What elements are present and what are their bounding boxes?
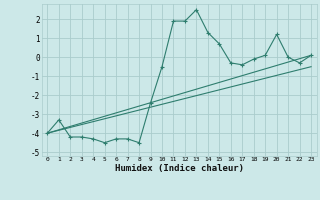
X-axis label: Humidex (Indice chaleur): Humidex (Indice chaleur) (115, 164, 244, 173)
